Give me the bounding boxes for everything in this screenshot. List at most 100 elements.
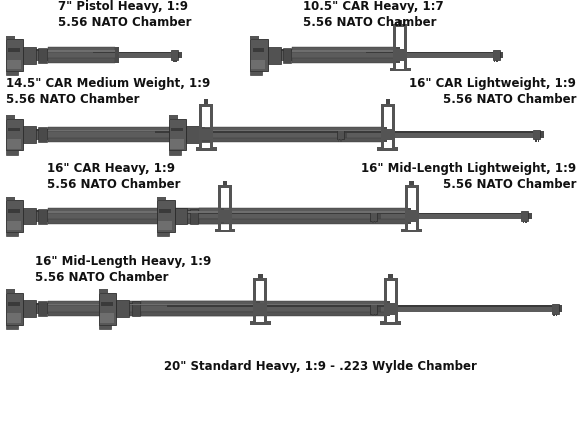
Bar xyxy=(6,39,23,71)
Bar xyxy=(115,47,119,63)
Bar xyxy=(93,52,171,58)
Bar xyxy=(48,127,201,131)
Bar xyxy=(533,130,540,139)
Bar xyxy=(48,219,221,224)
Bar xyxy=(199,129,277,140)
Bar xyxy=(23,208,36,224)
Bar xyxy=(100,313,114,323)
Bar xyxy=(6,150,18,155)
Bar xyxy=(404,61,407,69)
Bar xyxy=(377,305,381,312)
Bar xyxy=(99,325,111,329)
Bar xyxy=(132,301,140,316)
Bar xyxy=(218,222,221,230)
Text: 10.5" CAR Heavy, 1:7
5.56 NATO Chamber: 10.5" CAR Heavy, 1:7 5.56 NATO Chamber xyxy=(303,0,443,29)
Bar xyxy=(318,213,521,219)
Bar xyxy=(293,305,552,312)
Bar xyxy=(265,212,318,220)
Bar xyxy=(196,147,200,150)
Bar xyxy=(141,312,386,317)
Text: 16" CAR Heavy, 1:9
5.56 NATO Chamber: 16" CAR Heavy, 1:9 5.56 NATO Chamber xyxy=(47,162,180,191)
Bar xyxy=(409,181,414,186)
Bar xyxy=(190,209,198,224)
Bar xyxy=(250,321,254,325)
Bar xyxy=(292,58,395,63)
Bar xyxy=(36,49,70,61)
Bar xyxy=(381,140,384,148)
Bar xyxy=(392,140,395,148)
Bar xyxy=(38,127,47,142)
Bar xyxy=(218,187,221,210)
Bar xyxy=(201,127,205,142)
Bar xyxy=(171,50,178,60)
Bar xyxy=(253,279,256,303)
Bar xyxy=(218,210,232,222)
Bar xyxy=(199,129,277,131)
Bar xyxy=(212,147,217,150)
Bar xyxy=(381,129,395,140)
Bar xyxy=(393,61,396,69)
Bar xyxy=(250,36,259,39)
Text: 16" CAR Lightweight, 1:9
5.56 NATO Chamber: 16" CAR Lightweight, 1:9 5.56 NATO Chamb… xyxy=(409,77,576,106)
Bar xyxy=(416,222,418,230)
Bar xyxy=(6,232,18,236)
Bar xyxy=(229,187,232,210)
Bar xyxy=(211,138,384,142)
Bar xyxy=(175,208,187,224)
Bar xyxy=(344,131,347,138)
Bar xyxy=(8,128,20,131)
Bar xyxy=(48,47,115,52)
Bar xyxy=(23,47,36,64)
Bar xyxy=(210,105,213,129)
Bar xyxy=(199,129,213,140)
Bar xyxy=(38,209,47,224)
Bar xyxy=(157,200,175,232)
Bar xyxy=(159,209,171,213)
Bar xyxy=(36,210,114,212)
Bar xyxy=(6,115,15,119)
Bar xyxy=(386,99,391,104)
Bar xyxy=(199,148,213,150)
Bar xyxy=(381,148,395,150)
Bar xyxy=(167,305,370,312)
Bar xyxy=(266,321,271,325)
Bar xyxy=(6,289,15,293)
Bar xyxy=(268,47,281,64)
Bar xyxy=(386,301,390,317)
Bar xyxy=(381,104,395,107)
Bar xyxy=(384,315,386,323)
Bar xyxy=(7,139,21,149)
Bar xyxy=(101,302,113,306)
Bar xyxy=(416,187,418,210)
Bar xyxy=(23,126,36,143)
Bar xyxy=(404,210,418,222)
Text: 14.5" CAR Medium Weight, 1:9
5.56 NATO Chamber: 14.5" CAR Medium Weight, 1:9 5.56 NATO C… xyxy=(6,77,210,106)
Bar xyxy=(552,304,559,314)
Bar xyxy=(404,187,407,210)
Bar xyxy=(389,67,394,71)
Bar xyxy=(384,278,398,281)
Bar xyxy=(116,300,129,317)
Bar xyxy=(38,301,47,316)
Bar xyxy=(281,49,332,51)
Bar xyxy=(417,228,422,232)
Bar xyxy=(211,130,384,131)
Bar xyxy=(332,51,367,60)
Bar xyxy=(157,232,169,236)
Bar xyxy=(23,300,36,317)
Bar xyxy=(6,36,15,39)
Bar xyxy=(48,138,201,142)
Bar xyxy=(404,26,407,49)
Bar xyxy=(155,131,337,132)
Bar xyxy=(6,197,15,200)
Bar xyxy=(393,49,407,61)
Bar xyxy=(167,213,370,214)
Bar xyxy=(330,131,533,138)
Bar xyxy=(167,213,370,219)
Bar xyxy=(406,67,410,71)
Bar xyxy=(199,105,202,129)
Bar xyxy=(218,229,232,232)
Bar xyxy=(407,208,411,224)
Bar xyxy=(171,128,183,131)
Bar xyxy=(218,186,232,188)
